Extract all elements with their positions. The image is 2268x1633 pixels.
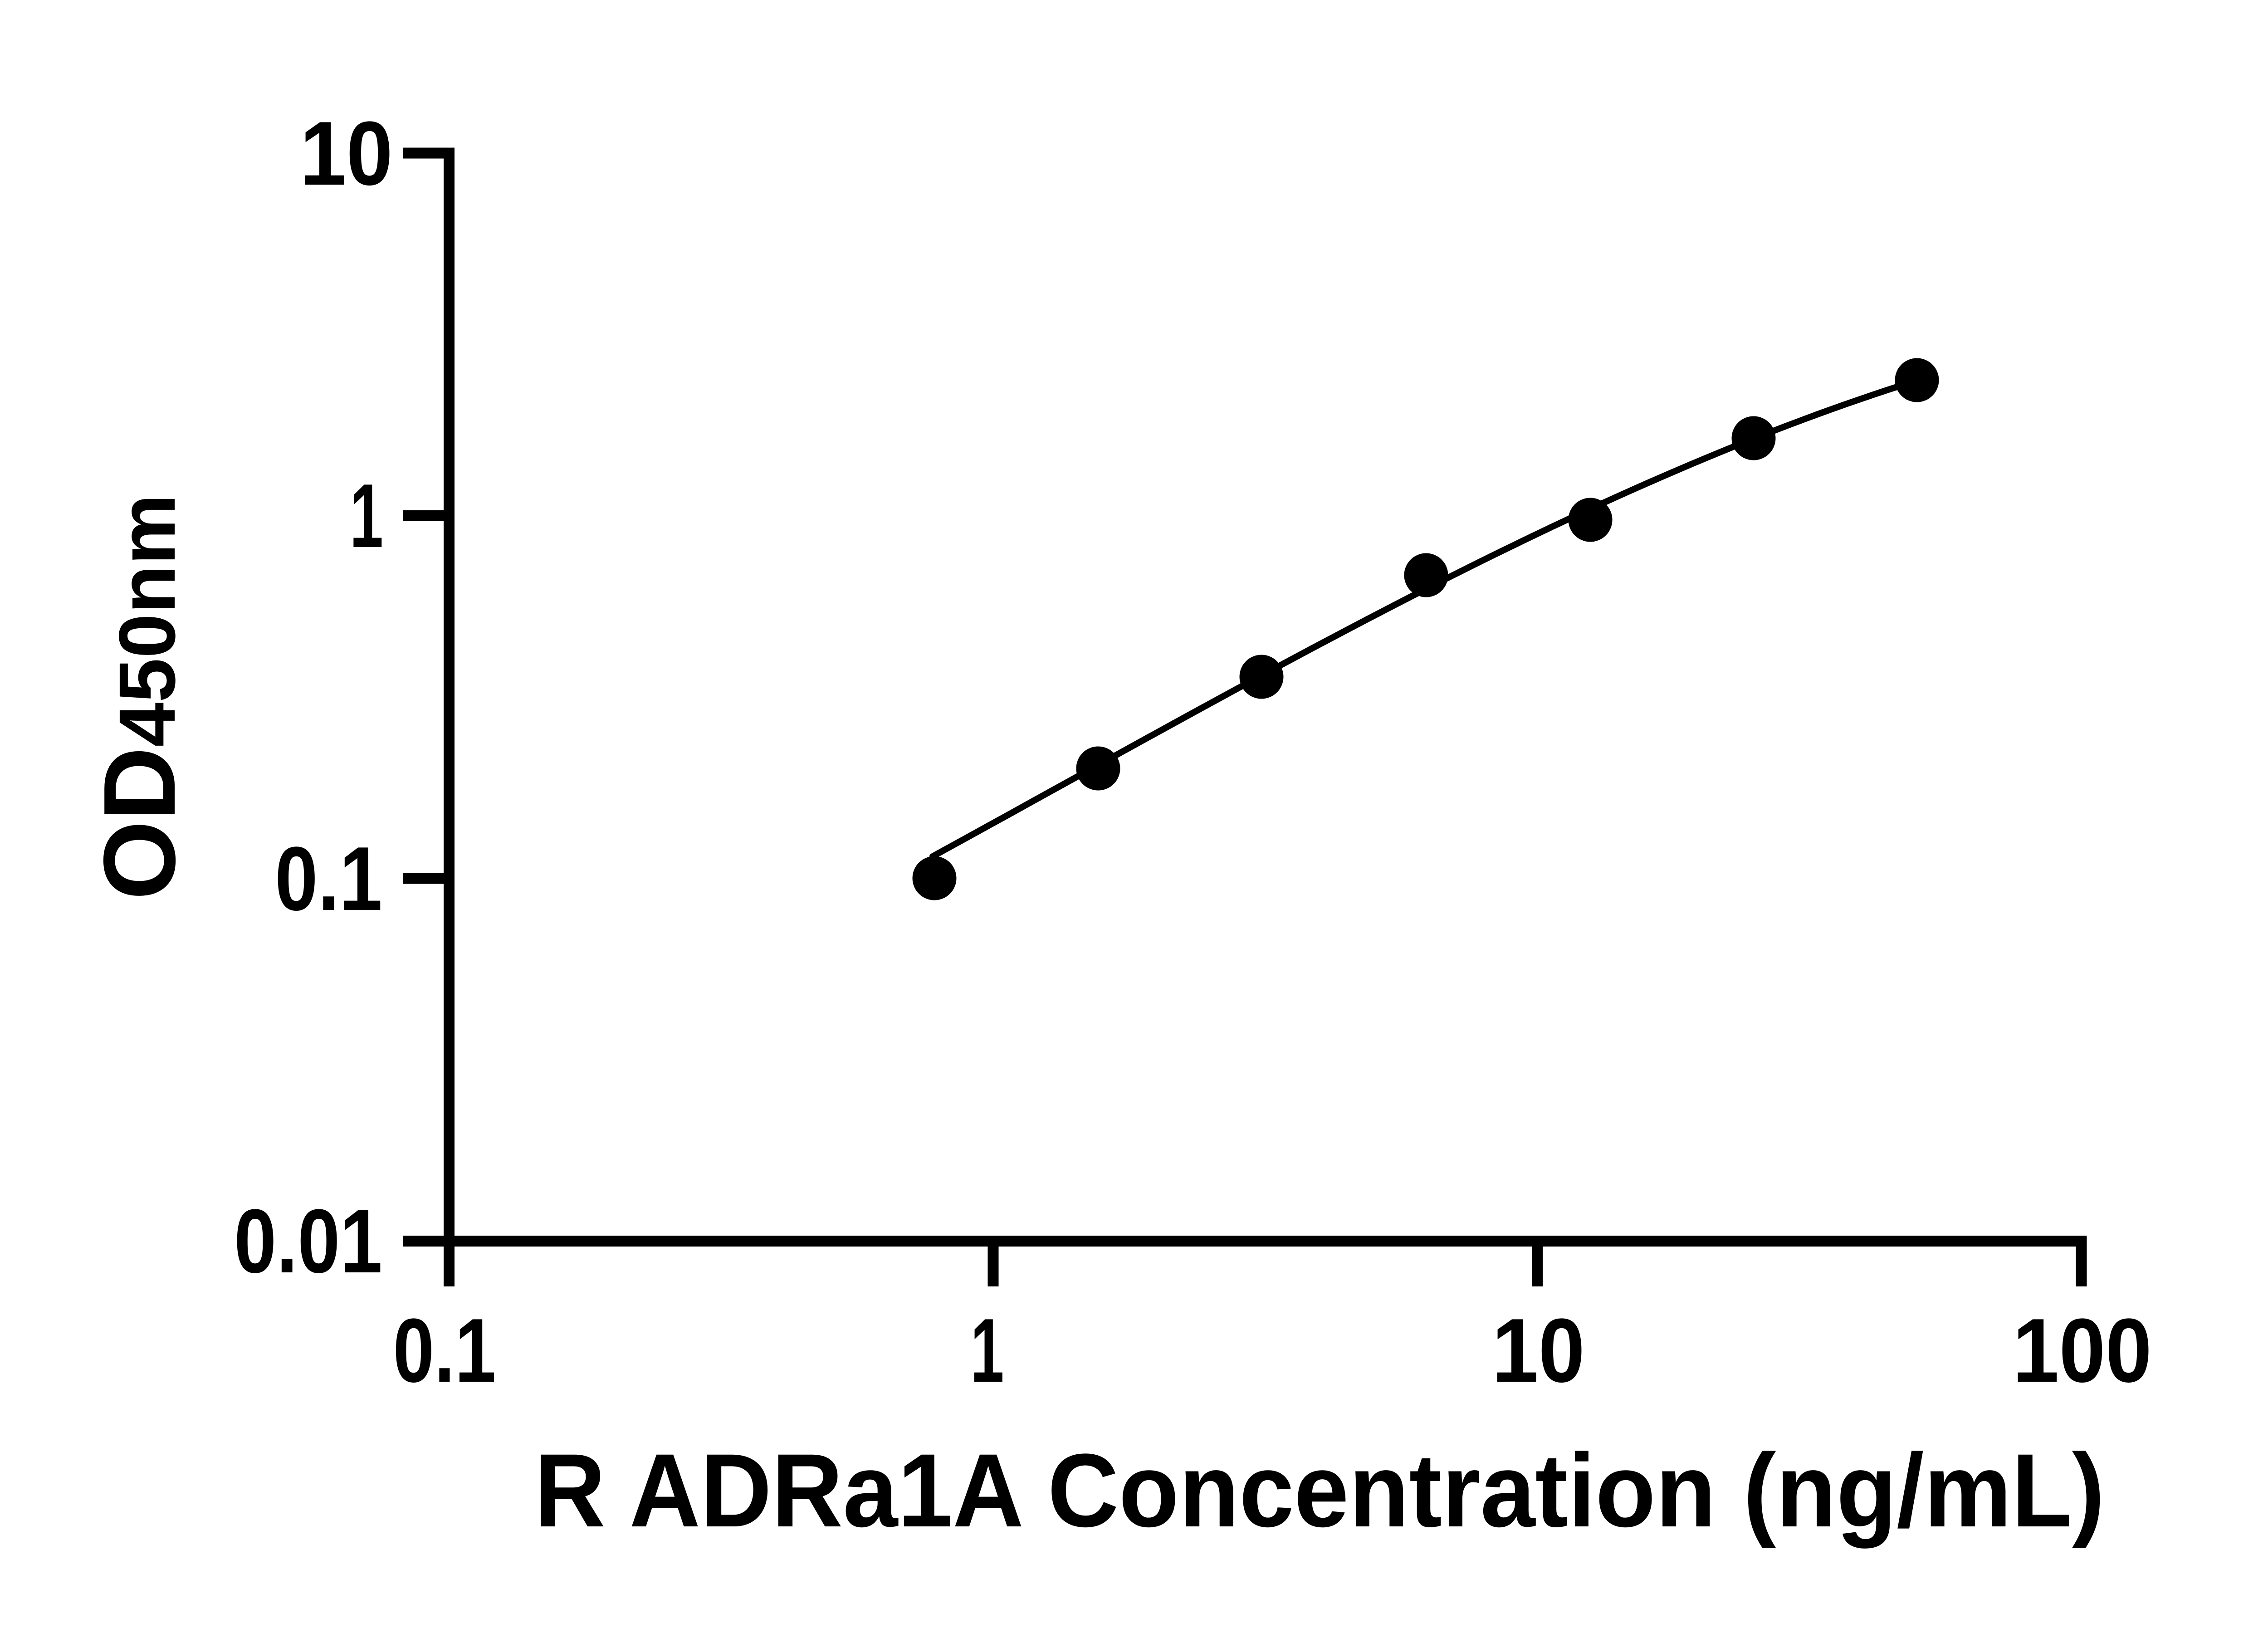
- svg-text:1: 1: [350, 465, 383, 567]
- svg-text:0.1: 0.1: [275, 828, 382, 929]
- svg-text:0.1: 0.1: [393, 1300, 496, 1401]
- svg-text:100: 100: [2013, 1300, 2152, 1401]
- svg-text:10: 10: [300, 103, 393, 204]
- svg-text:1: 1: [971, 1300, 1004, 1401]
- svg-text:0.01: 0.01: [234, 1191, 382, 1292]
- svg-text:OD450nm: OD450nm: [82, 494, 196, 900]
- svg-text:10: 10: [1492, 1300, 1585, 1401]
- svg-text:R ADRa1A Concentration (ng/mL): R ADRa1A Concentration (ng/mL): [534, 1432, 2105, 1549]
